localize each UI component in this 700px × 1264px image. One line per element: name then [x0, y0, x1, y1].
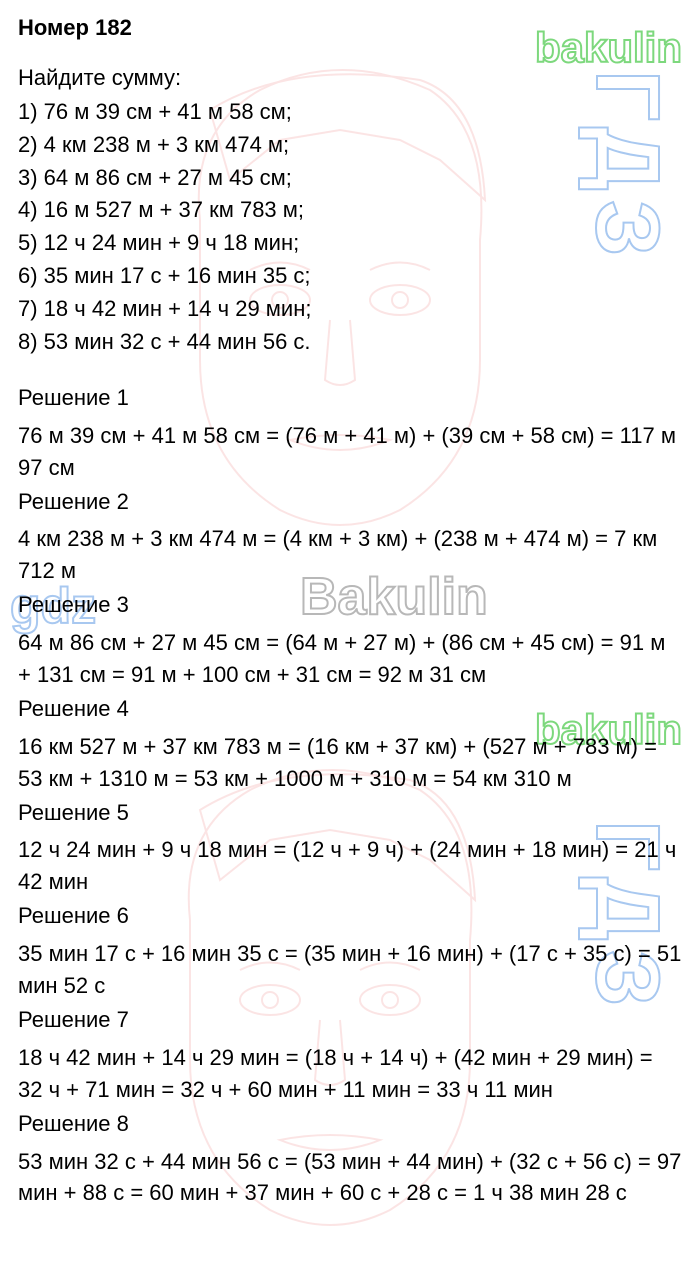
task-item: 4) 16 м 527 м + 37 км 783 м;: [18, 194, 682, 226]
task-item: 1) 76 м 39 см + 41 м 58 см;: [18, 96, 682, 128]
problem-title: Номер 182: [18, 12, 682, 44]
solution-text: 16 км 527 м + 37 км 783 м = (16 км + 37 …: [18, 731, 682, 795]
solution-block-2: Решение 2 4 км 238 м + 3 км 474 м = (4 к…: [18, 486, 682, 588]
solution-block-8: Решение 8 53 мин 32 с + 44 мин 56 с = (5…: [18, 1108, 682, 1210]
task-heading: Найдите сумму:: [18, 62, 682, 94]
solution-text: 64 м 86 см + 27 м 45 см = (64 м + 27 м) …: [18, 627, 682, 691]
task-list: 1) 76 м 39 см + 41 м 58 см; 2) 4 км 238 …: [18, 96, 682, 358]
solution-block-5: Решение 5 12 ч 24 мин + 9 ч 18 мин = (12…: [18, 797, 682, 899]
solution-text: 4 км 238 м + 3 км 474 м = (4 км + 3 км) …: [18, 523, 682, 587]
task-item: 6) 35 мин 17 с + 16 мин 35 с;: [18, 260, 682, 292]
solution-heading: Решение 5: [18, 797, 682, 829]
solution-text: 18 ч 42 мин + 14 ч 29 мин = (18 ч + 14 ч…: [18, 1042, 682, 1106]
solution-heading: Решение 4: [18, 693, 682, 725]
task-item: 7) 18 ч 42 мин + 14 ч 29 мин;: [18, 293, 682, 325]
solution-text: 76 м 39 см + 41 м 58 см = (76 м + 41 м) …: [18, 420, 682, 484]
solution-block-7: Решение 7 18 ч 42 мин + 14 ч 29 мин = (1…: [18, 1004, 682, 1106]
solution-text: 12 ч 24 мин + 9 ч 18 мин = (12 ч + 9 ч) …: [18, 834, 682, 898]
solution-heading: Решение 1: [18, 382, 682, 414]
solution-block-6: Решение 6 35 мин 17 с + 16 мин 35 с = (3…: [18, 900, 682, 1002]
task-item: 8) 53 мин 32 с + 44 мин 56 с.: [18, 326, 682, 358]
solution-text: 35 мин 17 с + 16 мин 35 с = (35 мин + 16…: [18, 938, 682, 1002]
task-item: 3) 64 м 86 см + 27 м 45 см;: [18, 162, 682, 194]
task-item: 2) 4 км 238 м + 3 км 474 м;: [18, 129, 682, 161]
solution-heading: Решение 8: [18, 1108, 682, 1140]
solution-heading: Решение 2: [18, 486, 682, 518]
solution-block-3: Решение 3 64 м 86 см + 27 м 45 см = (64 …: [18, 589, 682, 691]
solution-block-4: Решение 4 16 км 527 м + 37 км 783 м = (1…: [18, 693, 682, 795]
solution-block-1: Решение 1 76 м 39 см + 41 м 58 см = (76 …: [18, 382, 682, 484]
solution-heading: Решение 7: [18, 1004, 682, 1036]
solution-heading: Решение 6: [18, 900, 682, 932]
task-item: 5) 12 ч 24 мин + 9 ч 18 мин;: [18, 227, 682, 259]
solution-text: 53 мин 32 с + 44 мин 56 с = (53 мин + 44…: [18, 1146, 682, 1210]
solution-heading: Решение 3: [18, 589, 682, 621]
